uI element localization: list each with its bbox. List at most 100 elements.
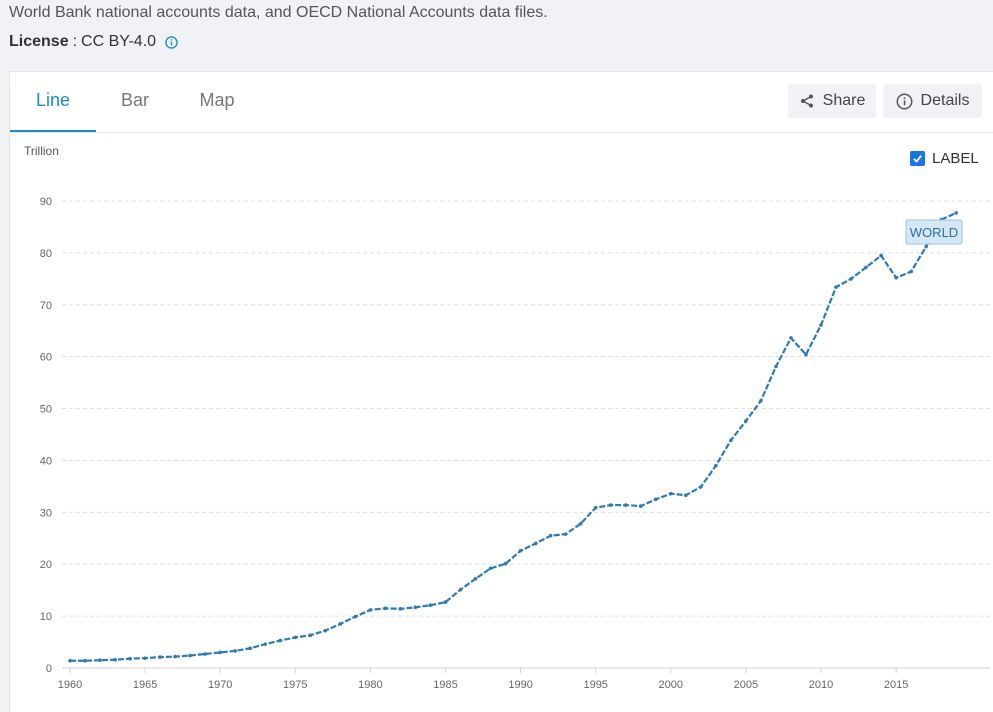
data-point bbox=[849, 277, 853, 281]
data-point bbox=[759, 398, 763, 403]
y-tick-label: 50 bbox=[40, 404, 52, 416]
license-value: CC BY-4.0 bbox=[81, 33, 157, 50]
x-tick-label: 1985 bbox=[433, 679, 457, 691]
chart-panel: Line Bar Map Share Details Trillion LABE… bbox=[9, 71, 993, 712]
data-point bbox=[218, 650, 222, 655]
x-tick-label: 1960 bbox=[58, 679, 82, 691]
details-label: Details bbox=[920, 92, 970, 109]
data-point bbox=[278, 638, 283, 643]
data-point bbox=[789, 336, 793, 340]
data-point bbox=[323, 628, 328, 633]
data-point bbox=[248, 646, 253, 651]
data-point bbox=[488, 566, 493, 571]
y-tick-label: 40 bbox=[40, 455, 52, 467]
data-point bbox=[638, 504, 643, 508]
data-point bbox=[143, 656, 147, 660]
y-tick-label: 90 bbox=[40, 196, 52, 208]
y-axis-unit-label: Trillion bbox=[24, 144, 59, 158]
data-point bbox=[458, 587, 463, 592]
data-point bbox=[83, 658, 87, 663]
data-point bbox=[293, 635, 298, 640]
data-point bbox=[413, 605, 418, 610]
source-text: World Bank national accounts data, and O… bbox=[9, 4, 548, 21]
data-point bbox=[699, 485, 703, 489]
data-point bbox=[924, 244, 928, 249]
checkmark-icon bbox=[913, 155, 922, 163]
data-point bbox=[518, 548, 523, 553]
x-tick-label: 2010 bbox=[809, 679, 833, 691]
data-point bbox=[68, 658, 72, 663]
data-point bbox=[774, 364, 778, 369]
data-point bbox=[608, 503, 613, 507]
y-tick-label: 0 bbox=[46, 663, 52, 675]
license-separator: : bbox=[72, 33, 78, 50]
x-tick-label: 2005 bbox=[734, 679, 758, 691]
chart-type-tabs: Line Bar Map bbox=[10, 72, 993, 133]
label-toggle[interactable]: LABEL bbox=[910, 150, 979, 167]
data-point bbox=[819, 323, 823, 327]
x-tick-label: 1980 bbox=[358, 679, 382, 691]
data-point bbox=[864, 265, 868, 270]
data-point bbox=[128, 656, 132, 661]
info-icon[interactable] bbox=[165, 35, 178, 49]
share-button[interactable]: Share bbox=[788, 84, 876, 118]
data-point bbox=[338, 622, 343, 626]
data-point bbox=[188, 653, 192, 658]
x-tick-label: 1990 bbox=[508, 679, 532, 691]
data-point bbox=[113, 657, 117, 662]
data-point bbox=[428, 603, 433, 608]
data-point bbox=[909, 269, 913, 274]
label-checkbox[interactable] bbox=[910, 151, 925, 166]
label-toggle-text: LABEL bbox=[932, 150, 979, 167]
series-label-box bbox=[905, 219, 963, 245]
y-tick-label: 30 bbox=[40, 507, 52, 519]
x-tick-label: 1995 bbox=[583, 679, 607, 691]
license-line: License : CC BY-4.0 bbox=[9, 33, 178, 51]
data-point bbox=[443, 600, 448, 604]
series-label-world: WORLD bbox=[910, 225, 958, 240]
y-tick-label: 70 bbox=[40, 300, 52, 312]
data-point bbox=[653, 497, 658, 502]
data-point bbox=[879, 253, 883, 258]
data-point bbox=[744, 419, 748, 423]
x-tick-label: 1970 bbox=[208, 679, 232, 691]
data-point bbox=[729, 438, 733, 443]
data-point bbox=[203, 652, 207, 656]
info-circle-icon bbox=[896, 93, 913, 109]
data-point bbox=[954, 211, 958, 215]
data-point bbox=[894, 275, 898, 280]
tab-map[interactable]: Map bbox=[199, 90, 235, 110]
tab-line[interactable]: Line bbox=[10, 72, 96, 132]
data-point bbox=[533, 541, 538, 546]
data-point bbox=[233, 649, 238, 653]
tab-bar[interactable]: Bar bbox=[120, 90, 149, 110]
data-point bbox=[368, 608, 373, 612]
y-tick-label: 60 bbox=[40, 352, 52, 364]
data-point bbox=[684, 493, 688, 498]
x-tick-label: 2000 bbox=[659, 679, 683, 691]
x-tick-label: 2015 bbox=[884, 679, 908, 691]
data-point bbox=[714, 463, 718, 468]
data-point bbox=[398, 607, 403, 611]
share-icon bbox=[800, 94, 813, 108]
x-tick-label: 1975 bbox=[283, 679, 307, 691]
license-label: License bbox=[9, 33, 69, 50]
series-line-world bbox=[70, 211, 957, 662]
data-point bbox=[593, 505, 598, 510]
data-point bbox=[578, 521, 583, 526]
data-point bbox=[98, 658, 102, 663]
y-tick-label: 10 bbox=[40, 611, 52, 623]
data-point bbox=[473, 576, 478, 581]
details-button[interactable]: Details bbox=[883, 84, 982, 118]
data-point bbox=[383, 606, 388, 611]
data-point bbox=[548, 533, 553, 538]
data-point bbox=[563, 532, 568, 536]
y-tick-label: 20 bbox=[40, 559, 52, 571]
data-point bbox=[834, 285, 838, 289]
data-point bbox=[158, 655, 162, 659]
data-point bbox=[353, 614, 358, 619]
data-point bbox=[804, 352, 808, 357]
data-point bbox=[503, 561, 508, 566]
x-tick-label: 1965 bbox=[133, 679, 157, 691]
data-point bbox=[173, 654, 177, 659]
